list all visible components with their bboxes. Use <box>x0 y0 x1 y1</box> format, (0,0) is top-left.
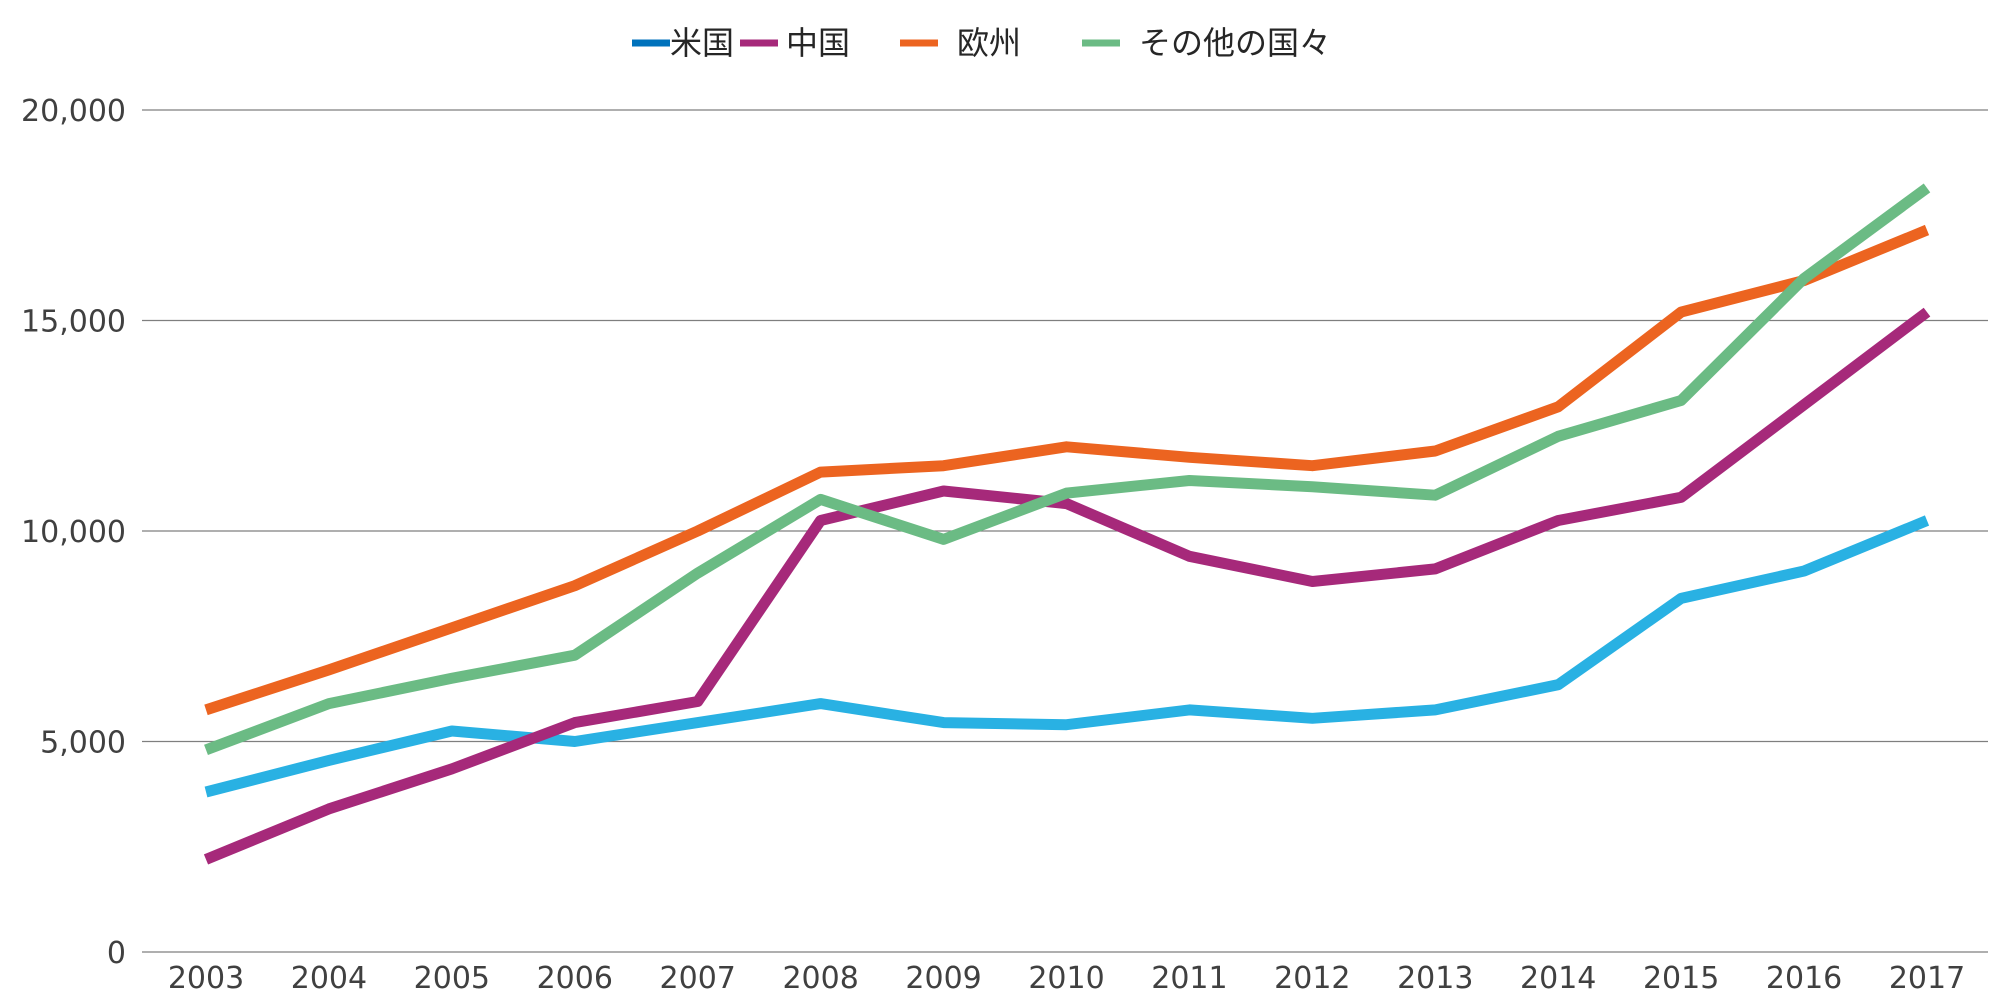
x-tick-label: 2016 <box>1766 961 1842 996</box>
x-axis-tick-labels: 2003 2004 2005 2006 2007 2008 2009 2010 2011 2012… <box>168 961 1965 996</box>
series-4 <box>204 183 1931 756</box>
legend-label: その他の国々 <box>1139 24 1331 62</box>
y-axis-tick-labels: 0 5,000 10,000 15,000 20,000 <box>21 94 126 971</box>
series-line <box>204 224 1930 716</box>
x-tick-label: 2017 <box>1889 961 1965 996</box>
x-tick-label: 2010 <box>1028 961 1104 996</box>
x-tick-label: 2007 <box>660 961 736 996</box>
x-tick-label: 2005 <box>414 961 490 996</box>
x-tick-label: 2012 <box>1274 961 1350 996</box>
x-tick-label: 2011 <box>1151 961 1227 996</box>
legend-item: 米国 <box>632 24 734 62</box>
legend-label: 米国 <box>670 24 734 62</box>
x-tick-label: 2006 <box>537 961 613 996</box>
y-tick-label: 10,000 <box>21 515 126 550</box>
x-tick-label: 2015 <box>1643 961 1719 996</box>
legend-item: 欧州 <box>900 24 1021 62</box>
series-line <box>204 515 1930 798</box>
x-tick-label: 2004 <box>291 961 367 996</box>
x-tick-label: 2003 <box>168 961 244 996</box>
x-tick-label: 2008 <box>782 961 858 996</box>
x-tick-label: 2013 <box>1397 961 1473 996</box>
y-tick-label: 20,000 <box>21 94 126 129</box>
y-tick-label: 0 <box>107 936 126 971</box>
legend-item: 中国 <box>740 24 850 62</box>
y-tick-label: 15,000 <box>21 305 126 340</box>
x-tick-label: 2014 <box>1520 961 1596 996</box>
series-1 <box>204 515 1930 798</box>
series-line <box>203 307 1931 865</box>
series-2 <box>203 307 1931 865</box>
legend-item: その他の国々 <box>1082 24 1331 62</box>
legend: 米国 中国 欧州 その他の国々 <box>632 24 1331 62</box>
gridlines <box>142 109 1988 953</box>
series-3 <box>204 224 1930 716</box>
series-line <box>204 183 1931 756</box>
legend-label: 欧州 <box>957 24 1021 62</box>
y-tick-label: 5,000 <box>40 726 126 761</box>
legend-label: 中国 <box>786 24 850 62</box>
x-tick-label: 2009 <box>905 961 981 996</box>
series-lines <box>203 183 1931 865</box>
